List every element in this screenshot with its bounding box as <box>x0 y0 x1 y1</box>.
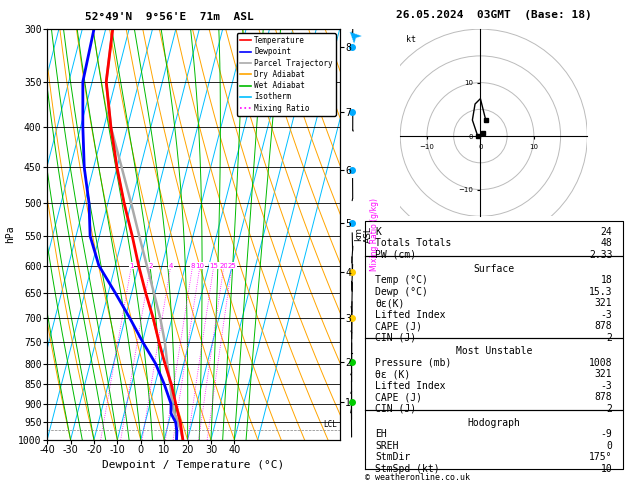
Text: 2: 2 <box>606 404 613 414</box>
Text: Mixing Ratio (g/kg): Mixing Ratio (g/kg) <box>370 198 379 271</box>
Text: 4: 4 <box>169 262 173 269</box>
Text: 878: 878 <box>595 392 613 402</box>
X-axis label: Dewpoint / Temperature (°C): Dewpoint / Temperature (°C) <box>103 460 284 469</box>
Text: 10: 10 <box>601 464 613 473</box>
Text: 8: 8 <box>191 262 195 269</box>
Text: CAPE (J): CAPE (J) <box>375 321 422 331</box>
Text: 48: 48 <box>601 238 613 248</box>
Text: Surface: Surface <box>473 263 515 274</box>
Text: 1: 1 <box>129 262 134 269</box>
Text: LCL: LCL <box>323 420 337 429</box>
Text: ➤: ➤ <box>341 23 364 45</box>
Y-axis label: km
ASL: km ASL <box>354 226 373 243</box>
Text: K: K <box>375 227 381 237</box>
Text: 1008: 1008 <box>589 358 613 368</box>
Text: 175°: 175° <box>589 452 613 462</box>
Text: 878: 878 <box>595 321 613 331</box>
Text: 10: 10 <box>196 262 204 269</box>
Text: 2: 2 <box>606 332 613 343</box>
Text: CAPE (J): CAPE (J) <box>375 392 422 402</box>
Text: 20: 20 <box>220 262 228 269</box>
Text: StmDir: StmDir <box>375 452 410 462</box>
Text: 2.33: 2.33 <box>589 250 613 260</box>
Text: CIN (J): CIN (J) <box>375 332 416 343</box>
Y-axis label: hPa: hPa <box>5 226 15 243</box>
Text: Pressure (mb): Pressure (mb) <box>375 358 452 368</box>
Text: Lifted Index: Lifted Index <box>375 310 445 320</box>
Text: StmSpd (kt): StmSpd (kt) <box>375 464 440 473</box>
Text: 15: 15 <box>209 262 218 269</box>
Text: Hodograph: Hodograph <box>467 417 520 428</box>
Text: 321: 321 <box>595 298 613 308</box>
Text: PW (cm): PW (cm) <box>375 250 416 260</box>
Text: Temp (°C): Temp (°C) <box>375 275 428 285</box>
Text: EH: EH <box>375 429 387 439</box>
Text: -3: -3 <box>601 381 613 391</box>
Text: Most Unstable: Most Unstable <box>455 347 532 356</box>
Text: 2: 2 <box>148 262 153 269</box>
Text: Dewp (°C): Dewp (°C) <box>375 287 428 296</box>
Text: Totals Totals: Totals Totals <box>375 238 452 248</box>
Text: θε(K): θε(K) <box>375 298 404 308</box>
Text: 26.05.2024  03GMT  (Base: 18): 26.05.2024 03GMT (Base: 18) <box>396 10 592 20</box>
Text: CIN (J): CIN (J) <box>375 404 416 414</box>
Text: θε (K): θε (K) <box>375 369 410 379</box>
Text: Lifted Index: Lifted Index <box>375 381 445 391</box>
Text: 52°49'N  9°56'E  71m  ASL: 52°49'N 9°56'E 71m ASL <box>86 12 254 22</box>
Text: 18: 18 <box>601 275 613 285</box>
Text: -3: -3 <box>601 310 613 320</box>
Text: 321: 321 <box>595 369 613 379</box>
Text: 15.3: 15.3 <box>589 287 613 296</box>
Text: © weatheronline.co.uk: © weatheronline.co.uk <box>365 473 470 482</box>
Text: kt: kt <box>406 35 416 44</box>
Text: SREH: SREH <box>375 440 399 451</box>
Text: 25: 25 <box>228 262 237 269</box>
Text: -9: -9 <box>601 429 613 439</box>
Text: 0: 0 <box>606 440 613 451</box>
Text: 24: 24 <box>601 227 613 237</box>
Legend: Temperature, Dewpoint, Parcel Trajectory, Dry Adiabat, Wet Adiabat, Isotherm, Mi: Temperature, Dewpoint, Parcel Trajectory… <box>237 33 336 116</box>
